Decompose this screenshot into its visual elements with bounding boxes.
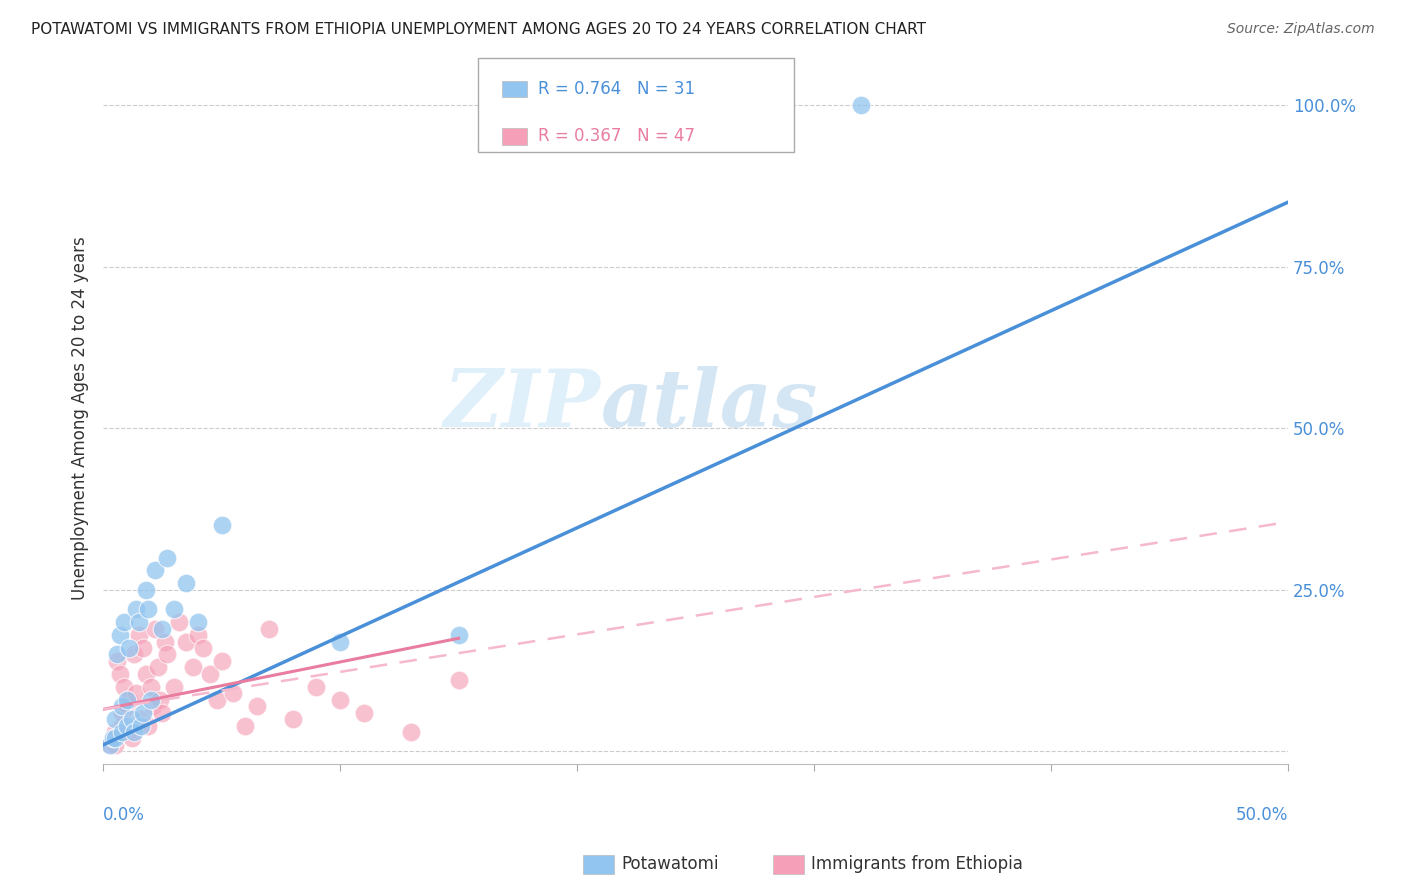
Point [851, 98, 873, 112]
Point [156, 648, 179, 662]
Point [135, 582, 157, 597]
Point [108, 666, 131, 681]
Point [121, 731, 143, 746]
Point [329, 692, 352, 706]
Point [222, 686, 245, 700]
Point [132, 640, 155, 655]
Point [114, 680, 136, 694]
Point [114, 615, 136, 629]
Point [129, 712, 152, 726]
Point [101, 731, 124, 746]
Point [149, 692, 172, 706]
Text: ZIP: ZIP [444, 366, 600, 443]
Point [174, 576, 197, 591]
Point [118, 640, 141, 655]
Point [305, 680, 328, 694]
Point [136, 602, 159, 616]
Point [187, 615, 209, 629]
Text: R = 0.367   N = 47: R = 0.367 N = 47 [538, 128, 696, 145]
Point [129, 718, 152, 732]
Point [329, 634, 352, 648]
Point [125, 602, 148, 616]
Point [128, 615, 150, 629]
Y-axis label: Unemployment Among Ages 20 to 24 years: Unemployment Among Ages 20 to 24 years [72, 236, 89, 600]
Point [105, 648, 128, 662]
Point [115, 692, 138, 706]
Point [163, 680, 186, 694]
Point [139, 692, 162, 706]
Point [146, 660, 169, 674]
Point [156, 550, 179, 565]
Point [115, 725, 138, 739]
Point [128, 628, 150, 642]
Point [105, 654, 128, 668]
Point [143, 564, 166, 578]
Point [104, 738, 127, 752]
Point [211, 518, 233, 533]
Point [181, 660, 204, 674]
Point [136, 718, 159, 732]
Text: atlas: atlas [600, 366, 818, 443]
Point [104, 731, 127, 746]
Point [111, 725, 134, 739]
Text: 0.0%: 0.0% [103, 805, 145, 823]
Point [104, 725, 127, 739]
Point [108, 628, 131, 642]
Point [111, 718, 134, 732]
Point [211, 654, 233, 668]
Point [187, 628, 209, 642]
Point [198, 666, 221, 681]
Point [447, 673, 470, 688]
Point [163, 602, 186, 616]
Point [205, 692, 228, 706]
Point [122, 725, 145, 739]
Point [104, 712, 127, 726]
Point [281, 712, 304, 726]
Point [150, 706, 173, 720]
Point [125, 686, 148, 700]
Text: R = 0.764   N = 31: R = 0.764 N = 31 [538, 80, 696, 98]
Text: Source: ZipAtlas.com: Source: ZipAtlas.com [1227, 22, 1375, 37]
Point [122, 648, 145, 662]
Text: POTAWATOMI VS IMMIGRANTS FROM ETHIOPIA UNEMPLOYMENT AMONG AGES 20 TO 24 YEARS CO: POTAWATOMI VS IMMIGRANTS FROM ETHIOPIA U… [31, 22, 927, 37]
Point [399, 725, 422, 739]
Text: Immigrants from Ethiopia: Immigrants from Ethiopia [811, 855, 1024, 873]
Point [98, 738, 121, 752]
Point [139, 680, 162, 694]
Point [132, 706, 155, 720]
Text: Potawatomi: Potawatomi [621, 855, 718, 873]
Point [167, 615, 190, 629]
Point [246, 699, 269, 714]
Point [191, 640, 214, 655]
Point [142, 699, 165, 714]
Point [447, 628, 470, 642]
Point [150, 622, 173, 636]
Point [174, 634, 197, 648]
Point [111, 706, 134, 720]
Point [98, 738, 121, 752]
Point [111, 699, 134, 714]
Point [115, 718, 138, 732]
Point [257, 622, 280, 636]
Point [233, 718, 256, 732]
Point [353, 706, 375, 720]
Point [143, 622, 166, 636]
Point [121, 712, 143, 726]
Point [135, 666, 157, 681]
Point [115, 699, 138, 714]
Point [153, 634, 176, 648]
Point [118, 692, 141, 706]
Point [101, 731, 124, 746]
Text: 50.0%: 50.0% [1236, 805, 1288, 823]
